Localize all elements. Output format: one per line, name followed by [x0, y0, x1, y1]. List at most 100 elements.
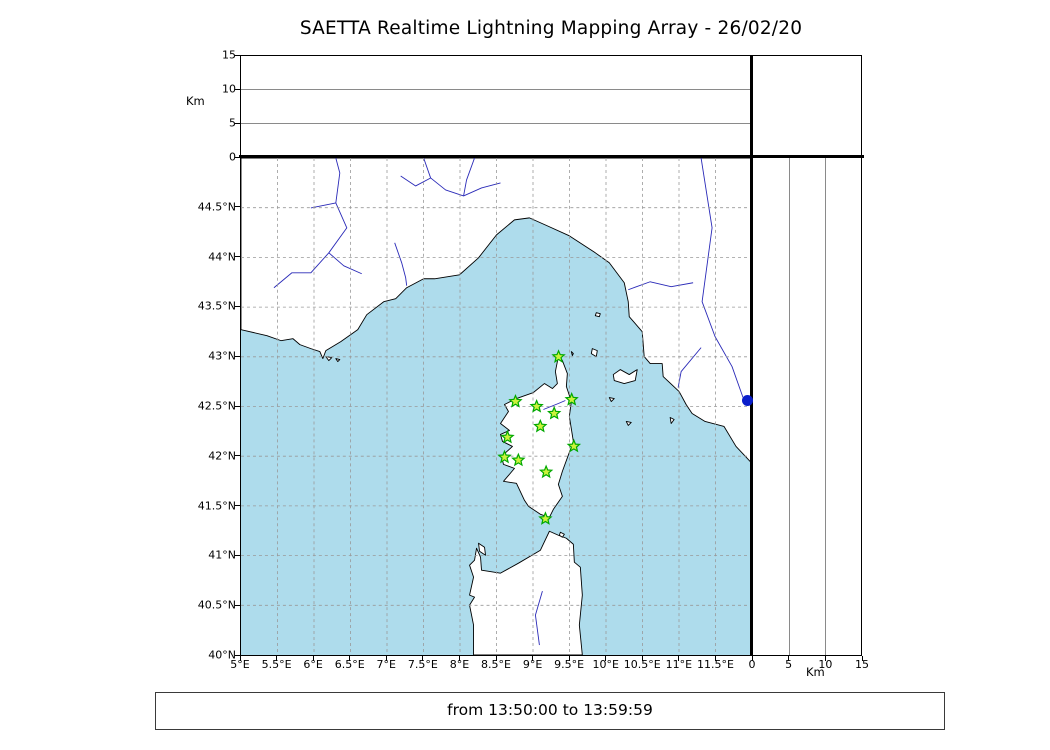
lon-tick-mark	[714, 656, 716, 661]
lon-tick-label: 11.5°E	[696, 658, 734, 671]
station-marker	[533, 418, 548, 433]
station-marker	[538, 464, 554, 479]
station-markers	[497, 349, 582, 525]
map-panel	[240, 157, 753, 656]
lon-tick-label: 8.5°E	[481, 658, 511, 671]
lon-tick-label: 10.5°E	[623, 658, 661, 671]
alt-tick-label-top: 0	[229, 150, 236, 164]
lon-tick-mark	[532, 656, 534, 661]
alt-tick-mark-top	[235, 88, 240, 90]
island-sardinia	[469, 530, 583, 655]
alt-tick-label-right: 10	[818, 658, 833, 671]
island-montecristo	[625, 421, 632, 426]
islet-giraglia	[570, 351, 574, 357]
altitude-vs-lon-panel	[240, 55, 753, 158]
alt-tick-label-top: 10	[222, 82, 236, 96]
station-marker	[547, 405, 562, 420]
lon-tick-mark	[349, 656, 351, 661]
lon-tick-mark	[312, 656, 314, 661]
island-giglio	[669, 417, 675, 424]
island-maddalena	[558, 531, 565, 538]
lat-tick-label: 42.5°N	[197, 399, 236, 413]
river-arno	[628, 281, 694, 291]
lat-tick-label: 42°N	[208, 449, 236, 463]
river-po-tributary-2	[463, 158, 475, 197]
top-axis-km-label: Km	[186, 94, 205, 108]
station-marker	[538, 511, 553, 525]
lat-tick-mark	[235, 305, 240, 307]
lon-tick-mark	[422, 656, 424, 661]
lon-tick-mark	[385, 656, 387, 661]
rivers	[273, 158, 744, 646]
status-bar: from 13:50:00 to 13:59:59	[155, 692, 945, 730]
alt-tick-mark-right	[788, 656, 790, 661]
corner-box	[752, 55, 862, 158]
lat-tick-label: 44.5°N	[197, 200, 236, 214]
map-gridlines	[241, 158, 752, 655]
lat-tick-mark	[235, 604, 240, 606]
lat-tick-label: 41°N	[208, 548, 236, 562]
lat-tick-mark	[235, 455, 240, 457]
station-marker	[564, 391, 579, 406]
landmasses	[241, 158, 752, 655]
island-port-cros	[335, 358, 341, 363]
lon-tick-mark	[458, 656, 460, 661]
island-gorgona	[594, 312, 601, 318]
page-title: SAETTA Realtime Lightning Mapping Array …	[299, 18, 803, 39]
lon-tick-mark	[605, 656, 607, 661]
lat-tick-mark	[235, 256, 240, 258]
station-marker	[551, 349, 566, 363]
altitude-vs-lat-panel	[752, 157, 862, 656]
lat-tick-label: 41.5°N	[197, 499, 236, 513]
alt-tick-mark-top	[235, 122, 240, 124]
island-asinara	[478, 542, 486, 556]
right-panel-gridline	[825, 158, 827, 655]
top-panel-gridline	[241, 123, 753, 124]
alt-tick-label-top: 5	[229, 116, 236, 130]
divider-horizontal	[239, 155, 864, 158]
alt-tick-mark-top	[235, 156, 240, 158]
station-marker	[497, 449, 512, 464]
coast-mainland-france-italy	[241, 158, 752, 464]
river-po-tributary-1	[423, 158, 501, 197]
river-ubaye	[310, 202, 336, 209]
river-durance	[273, 158, 348, 289]
station-marker	[529, 398, 544, 413]
alt-tick-mark-right	[824, 656, 826, 661]
lon-tick-mark	[568, 656, 570, 661]
island-elba	[612, 369, 638, 384]
lon-tick-label: 9.5°E	[554, 658, 585, 671]
station-marker	[500, 429, 515, 444]
station-marker	[508, 393, 523, 408]
alt-tick-mark-right	[751, 656, 753, 661]
lon-tick-mark	[678, 656, 680, 661]
lat-tick-label: 43.5°N	[197, 299, 236, 313]
alt-tick-mark-right	[861, 656, 863, 661]
divider-vertical	[750, 55, 753, 656]
lon-tick-label: 9°E	[522, 658, 543, 671]
lon-tick-mark	[276, 656, 278, 661]
river-po-tributary-3	[400, 175, 431, 187]
lon-tick-label: 6.5°E	[334, 658, 365, 671]
island-pianosa	[608, 397, 615, 402]
lat-tick-mark	[235, 405, 240, 407]
lon-tick-mark	[641, 656, 643, 661]
lon-tick-label: 7°E	[376, 658, 397, 671]
alt-tick-mark-top	[235, 54, 240, 56]
station-marker	[566, 438, 582, 453]
lat-tick-mark	[235, 355, 240, 357]
river-tiber	[700, 158, 744, 398]
island-corsica	[500, 355, 574, 518]
lat-tick-mark	[235, 206, 240, 208]
lon-tick-mark	[239, 656, 241, 661]
lon-tick-label: 11°E	[665, 658, 693, 671]
lat-tick-mark	[235, 554, 240, 556]
lon-tick-label: 5°E	[230, 658, 250, 671]
alt-tick-label-right: 0	[748, 658, 756, 671]
lat-tick-label: 44°N	[208, 250, 236, 264]
lat-tick-mark	[235, 505, 240, 507]
lon-tick-label: 5.5°E	[261, 658, 292, 671]
lon-tick-mark	[495, 656, 497, 661]
lightning-source-dot	[742, 394, 754, 406]
